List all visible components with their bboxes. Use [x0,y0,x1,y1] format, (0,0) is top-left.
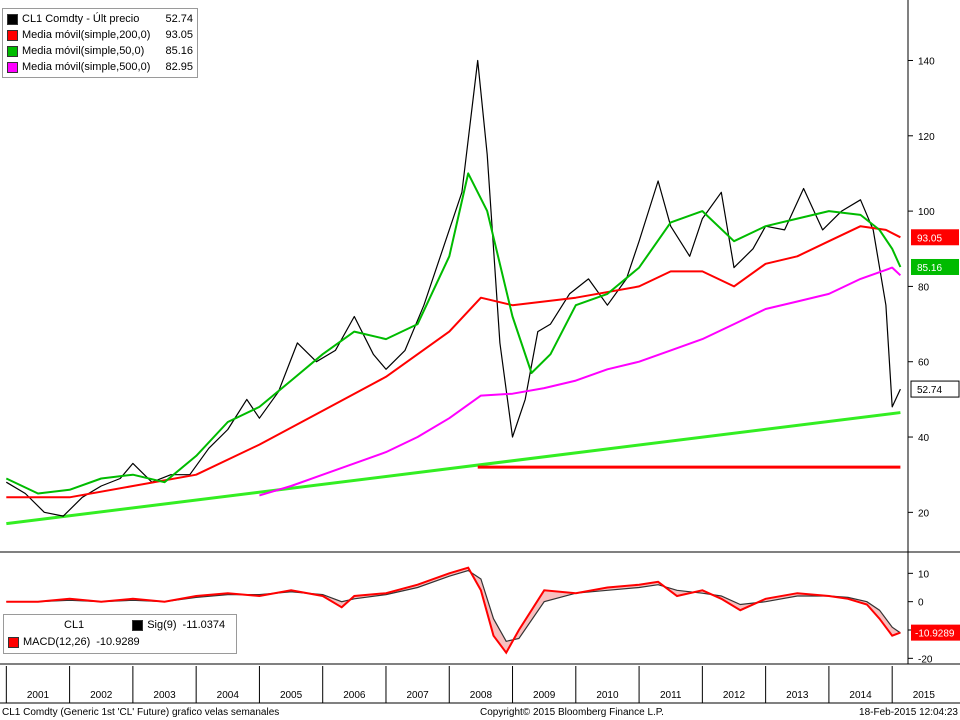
macd-y-tick-label: 0 [918,598,924,609]
macd-last-label-box [911,624,960,641]
legend-value-signal: -11.0374 [182,619,226,631]
legend-item-ma200: Media móvil(simple,200,0) 93.05 [7,27,193,43]
legend-label-ma500: Media móvil(simple,500,0) [22,61,151,73]
legend-value-ma50: 85.16 [165,45,193,57]
macd-y-tick-label: 10 [918,569,930,580]
last-label-ma200-box [911,229,959,246]
macd-line [6,566,901,655]
last-label-ma50-text: 85.16 [917,263,942,274]
price-line [5,59,901,517]
y-tick-label: 40 [918,433,930,444]
legend-label-ma50: Media móvil(simple,50,0) [22,45,145,57]
ma500-line [259,266,902,497]
macd-panel: 100-10-20-10.9289 [0,566,960,665]
last-label-price-text: 52.74 [917,385,942,396]
support-trendline [6,411,901,526]
x-tick-label: 2008 [470,690,493,701]
legend-value-ma500: 82.95 [165,61,193,73]
legend-swatch-signal [132,620,144,631]
x-tick-label: 2011 [660,690,682,701]
x-tick-label: 2014 [849,690,872,701]
legend-label-signal: Sig(9) [147,619,177,631]
legend-item-ma50: Media móvil(simple,50,0) 85.16 [7,43,193,59]
y-tick-label: 20 [918,508,930,519]
legend-value-macd: -10.9289 [96,636,140,648]
footer-copyright: Copyright© 2015 Bloomberg Finance L.P. [480,707,664,718]
legend-label-ma200: Media móvil(simple,200,0) [22,29,151,41]
legend-swatch-ma200 [7,29,18,41]
x-tick-label: 2006 [343,690,366,701]
x-axis: 2001 2002 2003 2004 2005 2006 2007 2008 2009 2010… [0,666,960,704]
legend-value-ma200: 93.05 [165,29,193,41]
y-tick-label: 140 [918,56,935,67]
footer: CL1 Comdty (Generic 1st 'CL' Future) gra… [2,707,958,718]
y-tick-label: 100 [918,207,935,218]
x-tick-label: 2007 [406,690,429,701]
ma50-line [5,172,902,495]
footer-timestamp: 18-Feb-2015 12:04:23 [859,707,958,718]
x-tick-label: 2005 [280,690,303,701]
macd-last-label: -10.9289 [911,624,960,641]
signal-line [6,569,901,642]
legend-swatch-ma50 [7,45,18,57]
y-tick-label: 60 [918,358,930,369]
macd-y-tick-label: -20 [918,654,933,665]
x-tick-label: 2010 [596,690,619,701]
x-tick-label: 2012 [723,690,746,701]
macd-legend: CL1 Sig(9) -11.0374 MACD(12,26) -10.9289 [3,614,237,654]
x-tick-label: 2013 [786,690,809,701]
macd-legend-title: CL1 [64,619,85,631]
x-tick-label: 2001 [27,690,50,701]
x-tick-label: 2015 [913,690,936,701]
macd-legend-row-1: CL1 Sig(9) -11.0374 [8,617,232,634]
legend-swatch-macd [8,637,19,648]
x-tick-label: 2003 [153,690,176,701]
legend-swatch-ma500 [7,61,18,73]
legend-item-price: CL1 Comdty - Últ precio 52.74 [7,11,193,27]
macd-legend-row-2: MACD(12,26) -10.9289 [8,634,232,651]
price-legend: CL1 Comdty - Últ precio 52.74 Media móvi… [2,8,198,78]
legend-item-ma500: Media móvil(simple,500,0) 82.95 [7,59,193,75]
y-tick-label: 80 [918,282,930,293]
last-label-price-box [910,380,960,398]
macd-last-label-text: -10.9289 [915,629,955,640]
legend-swatch-price [7,13,18,25]
x-tick-label: 2004 [217,690,240,701]
last-label-ma50-box [911,258,959,275]
x-tick-label: 2009 [533,690,556,701]
legend-label-price: CL1 Comdty - Últ precio [22,13,140,25]
footer-source: CL1 Comdty (Generic 1st 'CL' Future) gra… [2,707,279,718]
last-label-ma50: 85.16 [911,258,959,275]
last-label-price: 52.74 [910,380,960,398]
last-label-ma200-text: 93.05 [917,233,942,244]
legend-value-price: 52.74 [165,13,193,25]
ma200-line [6,225,901,499]
x-tick-label: 2002 [90,690,113,701]
y-tick-label: 120 [918,132,935,143]
last-label-ma200: 93.05 [911,229,959,246]
legend-label-macd: MACD(12,26) [23,636,91,648]
